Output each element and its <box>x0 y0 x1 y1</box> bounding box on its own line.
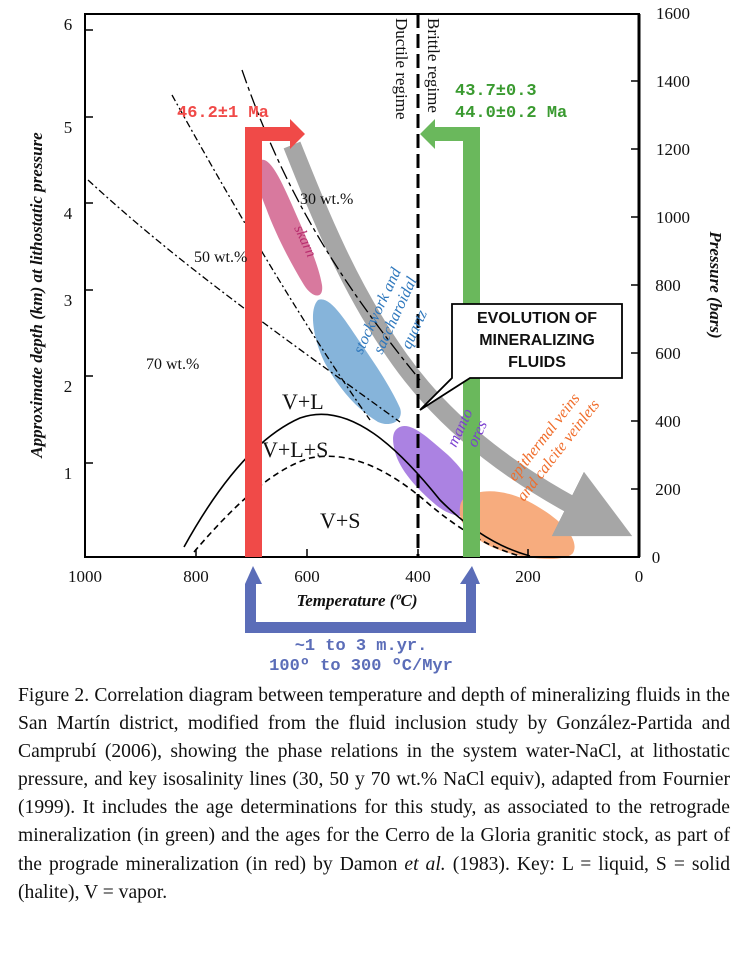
y-left-tick-4: 4 <box>64 204 73 223</box>
blue-duration-label: ~1 to 3 m.yr. <box>295 637 428 656</box>
x-tick-800: 800 <box>183 567 209 586</box>
phase-vs-label: V+S <box>320 508 361 533</box>
y-left-tick-3: 3 <box>64 291 73 310</box>
iso-30-label: 30 wt.% <box>300 191 353 208</box>
green-age-label-2: 44.0±0.2 Ma <box>455 104 567 123</box>
y-right-tick-1000: 1000 <box>656 208 690 227</box>
left-ticks <box>85 29 93 464</box>
evolution-label-3: FLUIDS <box>508 354 566 371</box>
y-right-tick-1200: 1200 <box>656 140 690 159</box>
green-age-label-1: 43.7±0.3 <box>455 82 537 101</box>
skarn-zone <box>255 159 323 296</box>
y-left-axis-title: Approximate depth (km) at lithostatic pr… <box>27 132 46 459</box>
x-tick-200: 200 <box>515 567 541 586</box>
evolution-label-2: MINERALIZING <box>479 332 595 349</box>
x-tick-1000: 1000 <box>68 567 102 586</box>
y-right-tick-0: 0 <box>652 548 661 567</box>
y-right-tick-1600: 1600 <box>656 4 690 23</box>
y-left-tick-5: 5 <box>64 118 73 137</box>
epithermal-zone <box>459 491 575 559</box>
caption-text-2: (1983). Key: L = liquid, S = solid (hali… <box>18 853 730 903</box>
x-axis-title: Temperature (ºC) <box>296 591 417 610</box>
caption-etal: et al. <box>404 853 446 875</box>
y-right-tick-1400: 1400 <box>656 72 690 91</box>
red-arrow-head <box>245 119 305 149</box>
correlation-diagram: 1000 800 600 400 200 0 1 2 3 4 5 6 0 200… <box>27 4 725 676</box>
blue-time-bracket <box>245 566 480 633</box>
x-tick-600: 600 <box>294 567 320 586</box>
ductile-regime-label: Ductile regime <box>392 18 411 120</box>
y-right-axis-title: Pressure (bars) <box>706 230 725 338</box>
evolution-label-1: EVOLUTION OF <box>477 310 597 327</box>
fluid-evolution-arrow <box>283 141 633 537</box>
iso-70-label: 70 wt.% <box>146 356 199 373</box>
isosalinity-30-line <box>241 69 421 381</box>
iso-50-label: 50 wt.% <box>194 249 247 266</box>
red-age-label: 46.2±1 Ma <box>177 104 269 123</box>
y-right-tick-400: 400 <box>655 412 681 431</box>
y-right-tick-600: 600 <box>655 344 681 363</box>
y-right-tick-800: 800 <box>655 276 681 295</box>
figure-caption: Figure 2. Correlation diagram between te… <box>18 682 730 907</box>
brittle-regime-label: Brittle regime <box>424 18 443 113</box>
y-left-tick-1: 1 <box>64 464 73 483</box>
green-arrow-head <box>420 119 480 149</box>
phase-vls-label: V+L+S <box>262 437 328 462</box>
y-right-tick-200: 200 <box>655 480 681 499</box>
phase-vl-label: V+L <box>282 389 324 414</box>
right-ticks <box>631 80 639 490</box>
x-tick-400: 400 <box>405 567 431 586</box>
stockwork-zone <box>312 299 401 425</box>
isosalinity-50-line <box>171 94 371 421</box>
y-left-tick-2: 2 <box>64 377 73 396</box>
caption-text-1: Figure 2. Correlation diagram between te… <box>18 685 730 875</box>
isosalinity-70-line <box>87 179 401 423</box>
red-prograde-bar <box>245 127 262 557</box>
evolution-callout-box <box>419 303 623 411</box>
blue-rate-label: 100º to 300 ºC/Myr <box>269 657 453 676</box>
y-left-tick-6: 6 <box>64 15 73 34</box>
manto-zone <box>393 426 476 516</box>
x-tick-0: 0 <box>635 567 644 586</box>
